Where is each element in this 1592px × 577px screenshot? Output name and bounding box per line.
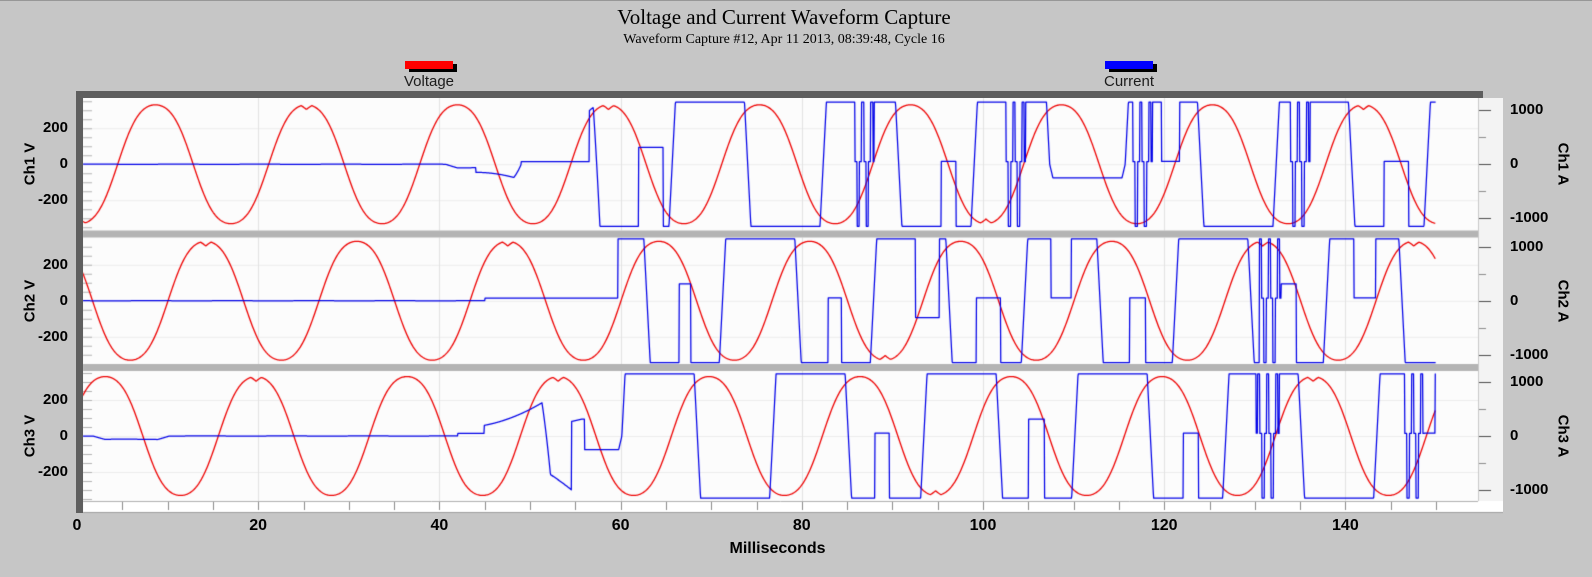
- y-tick-current-ch1: 1000: [1510, 101, 1544, 119]
- legend-voltage-label: Voltage: [403, 73, 455, 90]
- axis-label-ch2-v: Ch2 V: [21, 279, 39, 323]
- y-tick-current-ch2: 0: [1510, 291, 1519, 309]
- capture-subtitle: Waveform Capture #12, Apr 11 2013, 08:39…: [623, 32, 945, 47]
- y-tick-current-ch3: 1000: [1510, 373, 1544, 390]
- legend-voltage-swatch: [405, 61, 453, 69]
- axis-label-ch3-v: Ch3 V: [21, 414, 39, 458]
- x-axis-title: Milliseconds: [729, 540, 826, 557]
- y-tick-current-ch1: 0: [1510, 155, 1519, 173]
- page-title: Voltage and Current Waveform Capture: [617, 5, 951, 29]
- y-tick-voltage-ch2: 200: [42, 255, 68, 273]
- x-tick-label: 0: [72, 517, 82, 534]
- axis-label-ch2-a: Ch2 A: [1554, 279, 1572, 323]
- legend-voltage: Voltage: [399, 61, 459, 93]
- y-tick-current-ch1: -1000: [1510, 209, 1549, 227]
- y-tick-voltage-ch2: -200: [37, 327, 68, 345]
- x-tick-label: 60: [611, 517, 630, 534]
- x-tick-label: 140: [1332, 517, 1359, 534]
- y-tick-voltage-ch3: 0: [59, 427, 68, 444]
- y-tick-voltage-ch3: 200: [42, 391, 68, 408]
- y-tick-voltage-ch2: 0: [59, 291, 68, 309]
- legend-current-swatch: [1105, 61, 1153, 69]
- y-tick-voltage-ch3: -200: [37, 463, 68, 480]
- x-tick-label: 40: [430, 517, 449, 534]
- y-tick-current-ch2: -1000: [1510, 345, 1549, 363]
- y-tick-voltage-ch1: 200: [42, 119, 68, 137]
- x-tick-label: 120: [1150, 517, 1178, 534]
- x-tick-label: 80: [792, 517, 811, 534]
- y-tick-current-ch3: -1000: [1510, 481, 1549, 498]
- axis-label-ch1-v: Ch1 V: [21, 142, 39, 186]
- x-tick-label: 100: [969, 517, 997, 534]
- y-tick-current-ch2: 1000: [1510, 237, 1544, 255]
- axis-label-ch3-a: Ch3 A: [1554, 414, 1572, 458]
- x-tick-label: 20: [249, 517, 268, 534]
- waveform-plot-canvas[interactable]: [77, 98, 1503, 515]
- plot-frame-left: [76, 91, 83, 513]
- plot-frame-top: [76, 91, 1483, 98]
- y-tick-voltage-ch1: 0: [59, 155, 68, 173]
- y-tick-current-ch3: 0: [1510, 427, 1519, 444]
- legend-current-label: Current: [1103, 73, 1155, 90]
- y-tick-voltage-ch1: -200: [37, 191, 68, 209]
- legend-current: Current: [1099, 61, 1159, 93]
- axis-label-ch1-a: Ch1 A: [1554, 142, 1572, 186]
